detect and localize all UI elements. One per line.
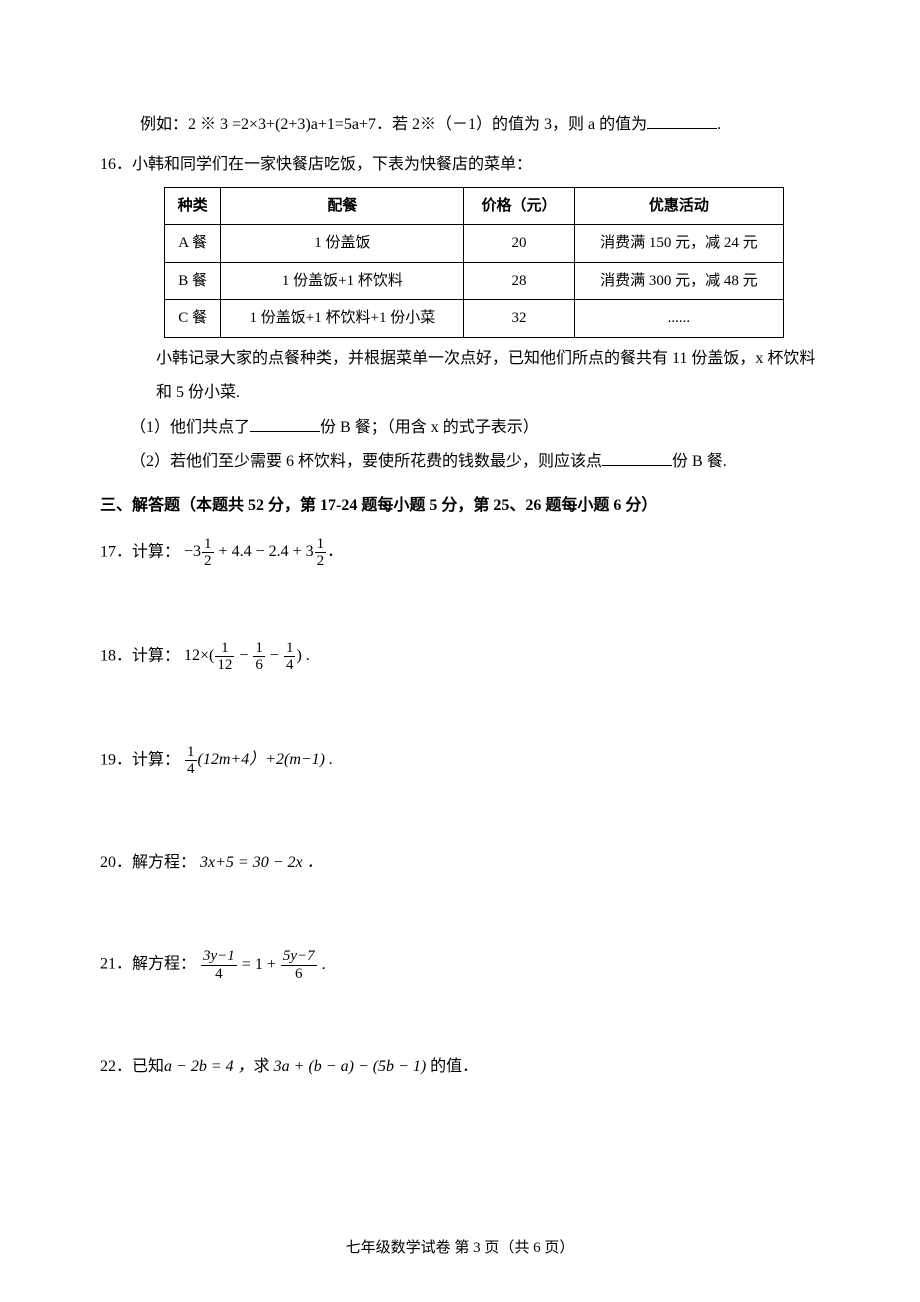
q19-label: 19．计算： bbox=[100, 751, 180, 768]
frac-num: 1 bbox=[215, 640, 234, 657]
q15-period: . bbox=[717, 116, 721, 133]
th-promo: 优惠活动 bbox=[574, 187, 783, 225]
q18-expr: 12×(112 − 16 − 14) . bbox=[184, 647, 310, 664]
q19-expr: 14(12m+4）+2(m−1) . bbox=[184, 751, 333, 768]
cell: B 餐 bbox=[165, 262, 221, 300]
q16-sub2: （2）若他们至少需要 6 杯饮料，要使所花费的钱数最少，则应该点 份 B 餐. bbox=[100, 447, 820, 477]
frac: 3y−14 bbox=[201, 948, 237, 982]
q16-sub1-a: （1）他们共点了 bbox=[130, 419, 250, 436]
frac-den: 4 bbox=[284, 656, 296, 674]
cell: A 餐 bbox=[165, 225, 221, 263]
q16-sub1: （1）他们共点了 份 B 餐；（用含 x 的式子表示） bbox=[100, 413, 820, 443]
q21-expr: 3y−14 = 1 + 5y−76 . bbox=[200, 956, 326, 973]
cell: 消费满 300 元，减 48 元 bbox=[574, 262, 783, 300]
q19-mid: (12m+4）+2(m−1) . bbox=[198, 751, 334, 768]
page-footer: 七年级数学试卷 第 3 页（共 6 页） bbox=[0, 1234, 920, 1263]
q22-ask: 求 bbox=[254, 1058, 274, 1075]
table-row: C 餐 1 份盖饭+1 杯饮料+1 份小菜 32 ...... bbox=[165, 300, 784, 338]
cell: 20 bbox=[464, 225, 574, 263]
frac-num: 3y−1 bbox=[201, 948, 237, 965]
table-header-row: 种类 配餐 价格（元） 优惠活动 bbox=[165, 187, 784, 225]
frac-num: 1 bbox=[185, 744, 197, 761]
q16: 16．小韩和同学们在一家快餐店吃饭，下表为快餐店的菜单： 种类 配餐 价格（元）… bbox=[100, 150, 820, 477]
q17: 17．计算： −312 + 4.4 − 2.4 + 312． bbox=[100, 536, 820, 570]
q21: 21．解方程： 3y−14 = 1 + 5y−76 . bbox=[100, 948, 820, 982]
q18-m1: − bbox=[235, 647, 252, 664]
q21-mid: = 1 + bbox=[238, 956, 280, 973]
q15-example: 例如：2 ※ 3 =2×3+(2+3)a+1=5a+7．若 2※（－1）的值为 … bbox=[100, 110, 820, 140]
q16-intro: 16．小韩和同学们在一家快餐店吃饭，下表为快餐店的菜单： bbox=[100, 150, 820, 180]
q20-label: 20．解方程： bbox=[100, 854, 196, 871]
q16-note-l1: 小韩记录大家的点餐种类，并根据菜单一次点好，已知他们所点的餐共有 11 份盖饭，… bbox=[100, 344, 820, 374]
cell: 32 bbox=[464, 300, 574, 338]
frac-den: 12 bbox=[215, 656, 234, 674]
frac-den: 6 bbox=[281, 965, 317, 983]
q16-sub1-blank[interactable] bbox=[250, 415, 320, 432]
q17-end: ． bbox=[327, 543, 343, 560]
frac: 14 bbox=[284, 640, 296, 674]
th-type: 种类 bbox=[165, 187, 221, 225]
q22: 22．已知a − 2b = 4 ，求 3a + (b − a) − (5b − … bbox=[100, 1052, 820, 1082]
cell: ...... bbox=[574, 300, 783, 338]
q16-sub2-b: 份 B 餐. bbox=[672, 453, 727, 470]
frac: 16 bbox=[253, 640, 265, 674]
q17-mid: + 4.4 − 2.4 + 3 bbox=[215, 543, 314, 560]
q15-text: 例如：2 ※ 3 =2×3+(2+3)a+1=5a+7．若 2※（－1）的值为 … bbox=[140, 116, 647, 133]
q16-note-l2: 和 5 份小菜. bbox=[100, 378, 820, 408]
q15-blank[interactable] bbox=[647, 112, 717, 129]
q18-lead: 12×( bbox=[184, 647, 214, 664]
q16-sub2-blank[interactable] bbox=[602, 449, 672, 466]
frac-num: 1 bbox=[253, 640, 265, 657]
frac-den: 2 bbox=[315, 552, 327, 570]
frac: 14 bbox=[185, 744, 197, 778]
frac: 112 bbox=[215, 640, 234, 674]
q16-sub2-a: （2）若他们至少需要 6 杯饮料，要使所花费的钱数最少，则应该点 bbox=[130, 453, 602, 470]
frac-den: 4 bbox=[185, 760, 197, 778]
section3-title: 三、解答题（本题共 52 分，第 17-24 题每小题 5 分，第 25、26 … bbox=[100, 491, 820, 521]
q18-end: ) . bbox=[296, 647, 309, 664]
q18: 18．计算： 12×(112 − 16 − 14) . bbox=[100, 640, 820, 674]
table-row: B 餐 1 份盖饭+1 杯饮料 28 消费满 300 元，减 48 元 bbox=[165, 262, 784, 300]
q21-label: 21．解方程： bbox=[100, 956, 196, 973]
frac-num: 5y−7 bbox=[281, 948, 317, 965]
frac-num: 1 bbox=[202, 536, 214, 553]
q22-tail: 的值． bbox=[430, 1058, 478, 1075]
frac-num: 1 bbox=[315, 536, 327, 553]
q17-lead: −3 bbox=[184, 543, 201, 560]
frac-num: 1 bbox=[284, 640, 296, 657]
q16-sub1-b: 份 B 餐；（用含 x 的式子表示） bbox=[320, 419, 539, 436]
q18-m2: − bbox=[266, 647, 283, 664]
cell: 消费满 150 元，减 24 元 bbox=[574, 225, 783, 263]
cell: 1 份盖饭+1 杯饮料 bbox=[221, 262, 464, 300]
th-price: 价格（元） bbox=[464, 187, 574, 225]
q20: 20．解方程： 3x+5 = 30 − 2x ． bbox=[100, 848, 820, 878]
q22-label: 22．已知 bbox=[100, 1058, 164, 1075]
th-meal: 配餐 bbox=[221, 187, 464, 225]
q21-end: . bbox=[318, 956, 326, 973]
q17-expr: −312 + 4.4 − 2.4 + 312． bbox=[184, 543, 343, 560]
q22-cond: a − 2b = 4 ， bbox=[164, 1058, 254, 1075]
frac-den: 2 bbox=[202, 552, 214, 570]
cell: 1 份盖饭+1 杯饮料+1 份小菜 bbox=[221, 300, 464, 338]
frac: 5y−76 bbox=[281, 948, 317, 982]
q19: 19．计算： 14(12m+4）+2(m−1) . bbox=[100, 744, 820, 778]
q18-label: 18．计算： bbox=[100, 647, 180, 664]
cell: C 餐 bbox=[165, 300, 221, 338]
cell: 1 份盖饭 bbox=[221, 225, 464, 263]
frac-den: 4 bbox=[201, 965, 237, 983]
q17-label: 17．计算： bbox=[100, 543, 180, 560]
frac: 12 bbox=[315, 536, 327, 570]
frac-den: 6 bbox=[253, 656, 265, 674]
menu-table: 种类 配餐 价格（元） 优惠活动 A 餐 1 份盖饭 20 消费满 150 元，… bbox=[164, 187, 784, 338]
frac: 12 bbox=[202, 536, 214, 570]
q20-expr: 3x+5 = 30 − 2x ． bbox=[200, 854, 323, 871]
cell: 28 bbox=[464, 262, 574, 300]
q22-expr: 3a + (b − a) − (5b − 1) bbox=[274, 1058, 431, 1075]
table-row: A 餐 1 份盖饭 20 消费满 150 元，减 24 元 bbox=[165, 225, 784, 263]
